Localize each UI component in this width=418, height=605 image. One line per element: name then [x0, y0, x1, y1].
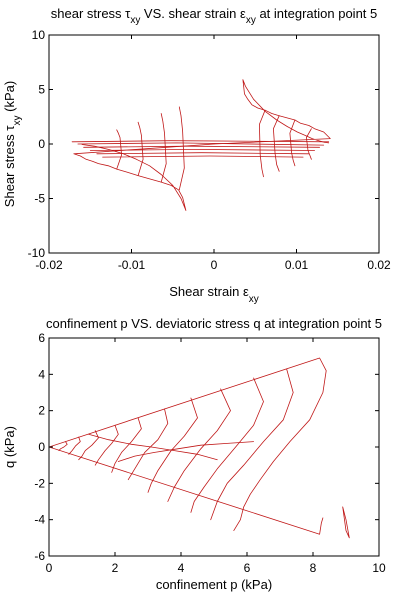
series-line: [190, 377, 264, 513]
series-line: [71, 140, 330, 143]
text-part: τ: [125, 6, 131, 21]
series-line: [116, 129, 122, 170]
x-axis-label: Shear strain εxy: [169, 284, 259, 305]
subscript-text: xy: [246, 15, 256, 26]
series-line: [96, 152, 310, 155]
series-line: [49, 446, 324, 535]
y-tick-label: -10: [28, 246, 46, 260]
x-tick-label: 6: [244, 561, 251, 575]
y-tick-label: -5: [34, 192, 45, 206]
axes-box: [48, 337, 380, 557]
series-line: [88, 433, 218, 461]
subscript-text: xy: [249, 294, 259, 305]
series-line: [305, 128, 312, 160]
y-axis-label: Shear stress τxy (kPa): [2, 81, 23, 207]
series-line: [58, 441, 68, 452]
chart-title: shear stress τxy VS. shear strain εxy at…: [51, 6, 378, 26]
text-part: q (kPa): [2, 426, 17, 468]
series-line: [117, 441, 255, 462]
series-line: [127, 408, 169, 481]
series-line: [68, 436, 81, 455]
x-axis-label: confinement p (kPa): [156, 577, 272, 592]
plot-area: [49, 357, 350, 539]
chart-title: confinement p VS. deviatoric stress q at…: [46, 316, 382, 331]
text-part: (kPa): [2, 81, 17, 116]
series-line: [78, 430, 99, 461]
plot-area: [71, 79, 331, 211]
subscript-text: xy: [130, 15, 140, 26]
text-part: confinement p VS. deviatoric stress q at…: [46, 316, 382, 331]
y-tick-label: 6: [38, 331, 45, 345]
text-part: VS. shear strain: [140, 6, 240, 21]
series-line: [102, 155, 304, 158]
x-tick-label: 4: [178, 561, 185, 575]
text-part: ε: [243, 284, 249, 299]
text-part: shear stress: [51, 6, 125, 21]
series-line: [210, 368, 294, 521]
text-part: ε: [240, 6, 246, 21]
series-line: [178, 106, 185, 191]
x-tick-label: 0.01: [285, 258, 309, 272]
x-tick-label: 0: [211, 258, 218, 272]
series-line: [94, 424, 119, 466]
x-tick-label: -0.02: [35, 258, 63, 272]
series-line: [49, 357, 327, 531]
text-part: τ: [2, 125, 17, 131]
x-tick-label: 0.02: [367, 258, 391, 272]
series-line: [258, 109, 266, 178]
series-line: [160, 113, 167, 183]
y-tick-label: -4: [34, 513, 45, 527]
y-tick-label: 5: [38, 83, 45, 97]
series-line: [342, 506, 350, 539]
y-tick-label: -6: [34, 549, 45, 563]
y-tick-label: 10: [32, 28, 46, 42]
series-line: [137, 121, 144, 177]
series-line: [89, 148, 316, 151]
series-line: [289, 119, 296, 167]
text-part: confinement p (kPa): [156, 577, 272, 592]
subscript-text: xy: [12, 115, 23, 125]
series-line: [147, 397, 198, 493]
x-tick-label: -0.01: [118, 258, 146, 272]
series-line: [111, 417, 142, 473]
x-tick-label: 2: [112, 561, 119, 575]
text-part: at integration point 5: [256, 6, 377, 21]
text-part: Shear stress: [2, 131, 17, 208]
chart-2: confinement p VS. deviatoric stress q at…: [2, 316, 386, 592]
y-tick-label: 0: [38, 137, 45, 151]
y-tick-label: 0: [38, 440, 45, 454]
x-tick-label: 8: [310, 561, 317, 575]
x-tick-label: 10: [372, 561, 386, 575]
chart-1: shear stress τxy VS. shear strain εxy at…: [2, 6, 391, 304]
y-axis-label: q (kPa): [2, 426, 17, 468]
x-tick-label: 0: [46, 561, 53, 575]
series-line: [73, 143, 215, 211]
series-line: [167, 388, 231, 502]
series-line: [213, 79, 331, 145]
text-part: Shear strain: [169, 284, 243, 299]
y-tick-label: -2: [34, 476, 45, 490]
y-tick-label: 2: [38, 404, 45, 418]
series-line: [83, 145, 321, 148]
series-line: [272, 115, 280, 172]
y-tick-label: 4: [38, 367, 45, 381]
